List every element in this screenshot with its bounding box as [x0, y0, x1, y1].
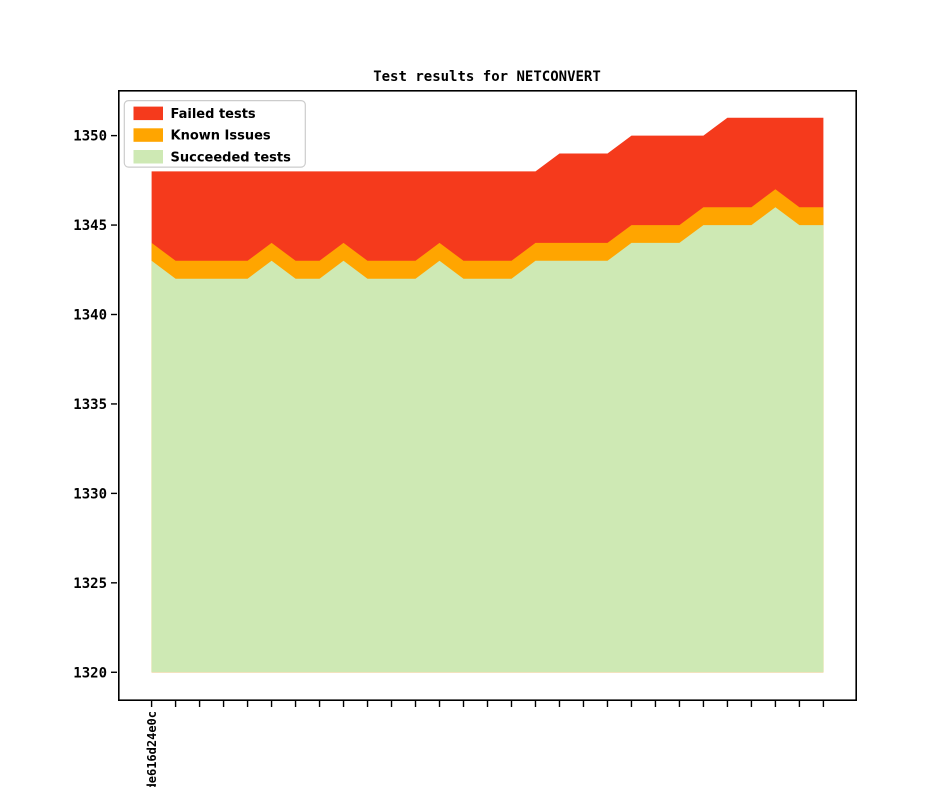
- y-tick-label: 1335: [73, 397, 107, 413]
- legend-label-failed: Failed tests: [171, 107, 256, 122]
- x-axis: [150, 701, 825, 707]
- legend-swatch-succeeded: [133, 150, 163, 164]
- legend-box: [123, 99, 306, 168]
- y-tick-label: 1340: [73, 308, 107, 324]
- y-axis: 1320 1325 1330 1335 1340 1345 1350: [73, 129, 117, 681]
- y-tick-label: 1330: [73, 486, 107, 502]
- plot-border: [118, 90, 858, 702]
- legend-label-succeeded: Succeeded tests: [171, 150, 292, 165]
- y-tick-label: 1350: [73, 129, 107, 145]
- area-succeeded-tests: [151, 207, 824, 673]
- y-tick-label: 1345: [73, 218, 107, 234]
- stacked-areas: [151, 117, 824, 673]
- legend-swatch-known: [133, 128, 163, 142]
- x-tick-label-commit: .de616d24e0c: [145, 711, 159, 787]
- y-tick-label: 1320: [73, 665, 107, 681]
- y-tick-label: 1325: [73, 576, 107, 592]
- legend-label-known: Known Issues: [171, 129, 271, 144]
- legend-swatch-failed: [133, 106, 163, 121]
- chart-title: Test results for NETCONVERT: [373, 69, 601, 85]
- legend: Failed tests Known Issues Succeeded test…: [123, 99, 306, 168]
